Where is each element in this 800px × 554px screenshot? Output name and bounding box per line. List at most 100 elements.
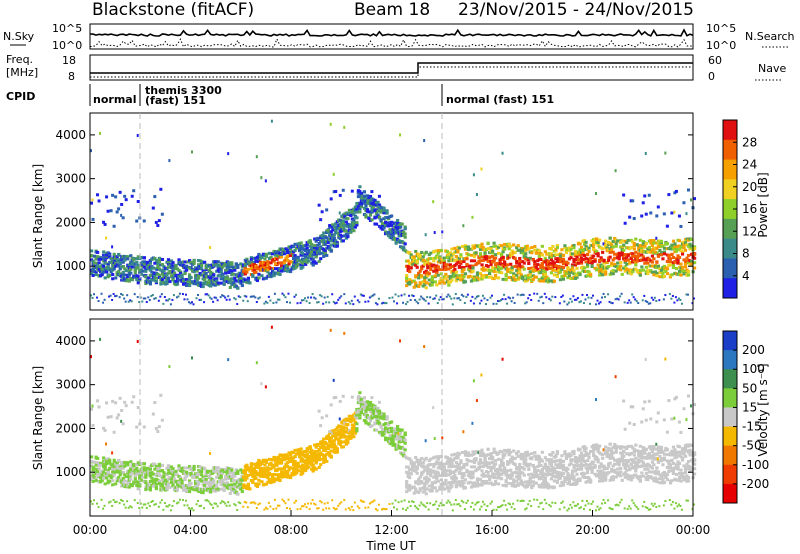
power-cell <box>221 272 225 276</box>
velocity-cell <box>264 506 267 509</box>
velocity-cell <box>111 399 115 403</box>
power-cell <box>424 233 427 237</box>
velocity-cell <box>192 488 196 492</box>
power-cell <box>426 266 430 270</box>
power-cell <box>575 266 579 270</box>
velocity-cell <box>117 470 121 474</box>
power-cell <box>587 270 591 274</box>
power-cell <box>376 213 380 217</box>
power-cell <box>650 264 654 268</box>
power-cell <box>114 261 118 265</box>
power-cell <box>679 298 682 301</box>
power-cell <box>693 261 697 265</box>
power-cell <box>408 282 412 286</box>
power-cell <box>117 264 121 268</box>
velocity-cell <box>97 405 101 409</box>
power-cell <box>386 231 391 235</box>
power-cell <box>141 300 144 303</box>
power-cell <box>154 276 159 280</box>
power-y-tick-label: 3000 <box>55 172 86 186</box>
power-cell <box>650 270 654 274</box>
velocity-cell <box>150 500 153 503</box>
power-cell <box>610 301 613 304</box>
power-cell <box>658 271 662 275</box>
power-cell <box>509 244 513 248</box>
freq-series <box>90 62 693 74</box>
power-cell <box>249 295 252 298</box>
power-cell <box>206 293 209 296</box>
velocity-cell <box>186 504 189 507</box>
power-cell <box>554 247 558 251</box>
velocity-cell <box>115 500 118 503</box>
power-cell <box>582 302 585 305</box>
power-cell <box>310 242 314 246</box>
velocity-cell <box>258 470 263 474</box>
power-cell <box>593 259 597 263</box>
velocity-cell <box>139 478 143 482</box>
velocity-cell <box>347 507 350 510</box>
power-cell <box>512 274 516 278</box>
velocity-cell <box>197 469 201 473</box>
velocity-cell <box>355 422 359 426</box>
power-cell <box>181 282 186 286</box>
power-cell <box>282 259 287 263</box>
power-cell <box>558 270 563 274</box>
velocity-cell <box>109 415 113 419</box>
power-cell <box>343 213 347 217</box>
power-cell <box>500 299 503 302</box>
velocity-cell <box>118 473 122 477</box>
velocity-cell <box>282 467 287 471</box>
power-colorbar-tick-label: 24 <box>742 158 757 172</box>
velocity-cell <box>255 485 260 489</box>
cpid-segment-2: themis 3300 <box>145 84 222 97</box>
velocity-cell <box>204 472 208 476</box>
power-cell <box>100 267 104 271</box>
power-cell <box>349 229 353 233</box>
velocity-cell <box>228 504 231 507</box>
power-cell <box>126 257 130 261</box>
velocity-cell <box>221 471 225 475</box>
power-cell <box>377 215 382 219</box>
power-cell <box>213 283 217 287</box>
velocity-cell <box>282 465 287 469</box>
power-cell <box>263 263 267 267</box>
power-cell <box>653 296 656 299</box>
power-cell <box>427 272 431 276</box>
velocity-cell <box>293 448 297 452</box>
power-cell <box>623 269 627 273</box>
power-cell <box>215 277 219 281</box>
power-cell <box>343 293 346 296</box>
velocity-cell <box>234 490 238 494</box>
power-cell <box>524 252 528 256</box>
velocity-cell <box>350 505 353 508</box>
velocity-cell <box>367 422 371 426</box>
power-cell <box>138 271 142 275</box>
velocity-cell <box>334 435 338 439</box>
velocity-cell <box>115 416 119 420</box>
power-cell <box>643 244 647 248</box>
power-cell <box>462 275 466 279</box>
power-cell <box>255 301 258 304</box>
velocity-cell <box>254 476 258 480</box>
power-cell <box>111 273 115 277</box>
velocity-cell <box>305 452 309 456</box>
velocity-cell <box>97 506 100 509</box>
power-cell <box>136 200 140 204</box>
velocity-cell <box>335 450 339 454</box>
velocity-cell <box>177 484 181 488</box>
power-cell <box>124 269 128 273</box>
power-cell <box>405 303 408 306</box>
power-cell <box>641 201 645 205</box>
power-cell <box>222 264 226 268</box>
power-cell <box>393 237 397 241</box>
velocity-cell <box>192 509 195 512</box>
power-cell <box>540 253 544 257</box>
power-cell <box>640 253 644 257</box>
velocity-cell <box>162 475 166 479</box>
velocity-cell <box>323 448 327 452</box>
power-cell <box>554 257 558 261</box>
power-plot-area <box>90 119 697 306</box>
power-cell <box>430 283 434 287</box>
power-cell <box>478 252 483 256</box>
velocity-cell <box>126 463 130 467</box>
